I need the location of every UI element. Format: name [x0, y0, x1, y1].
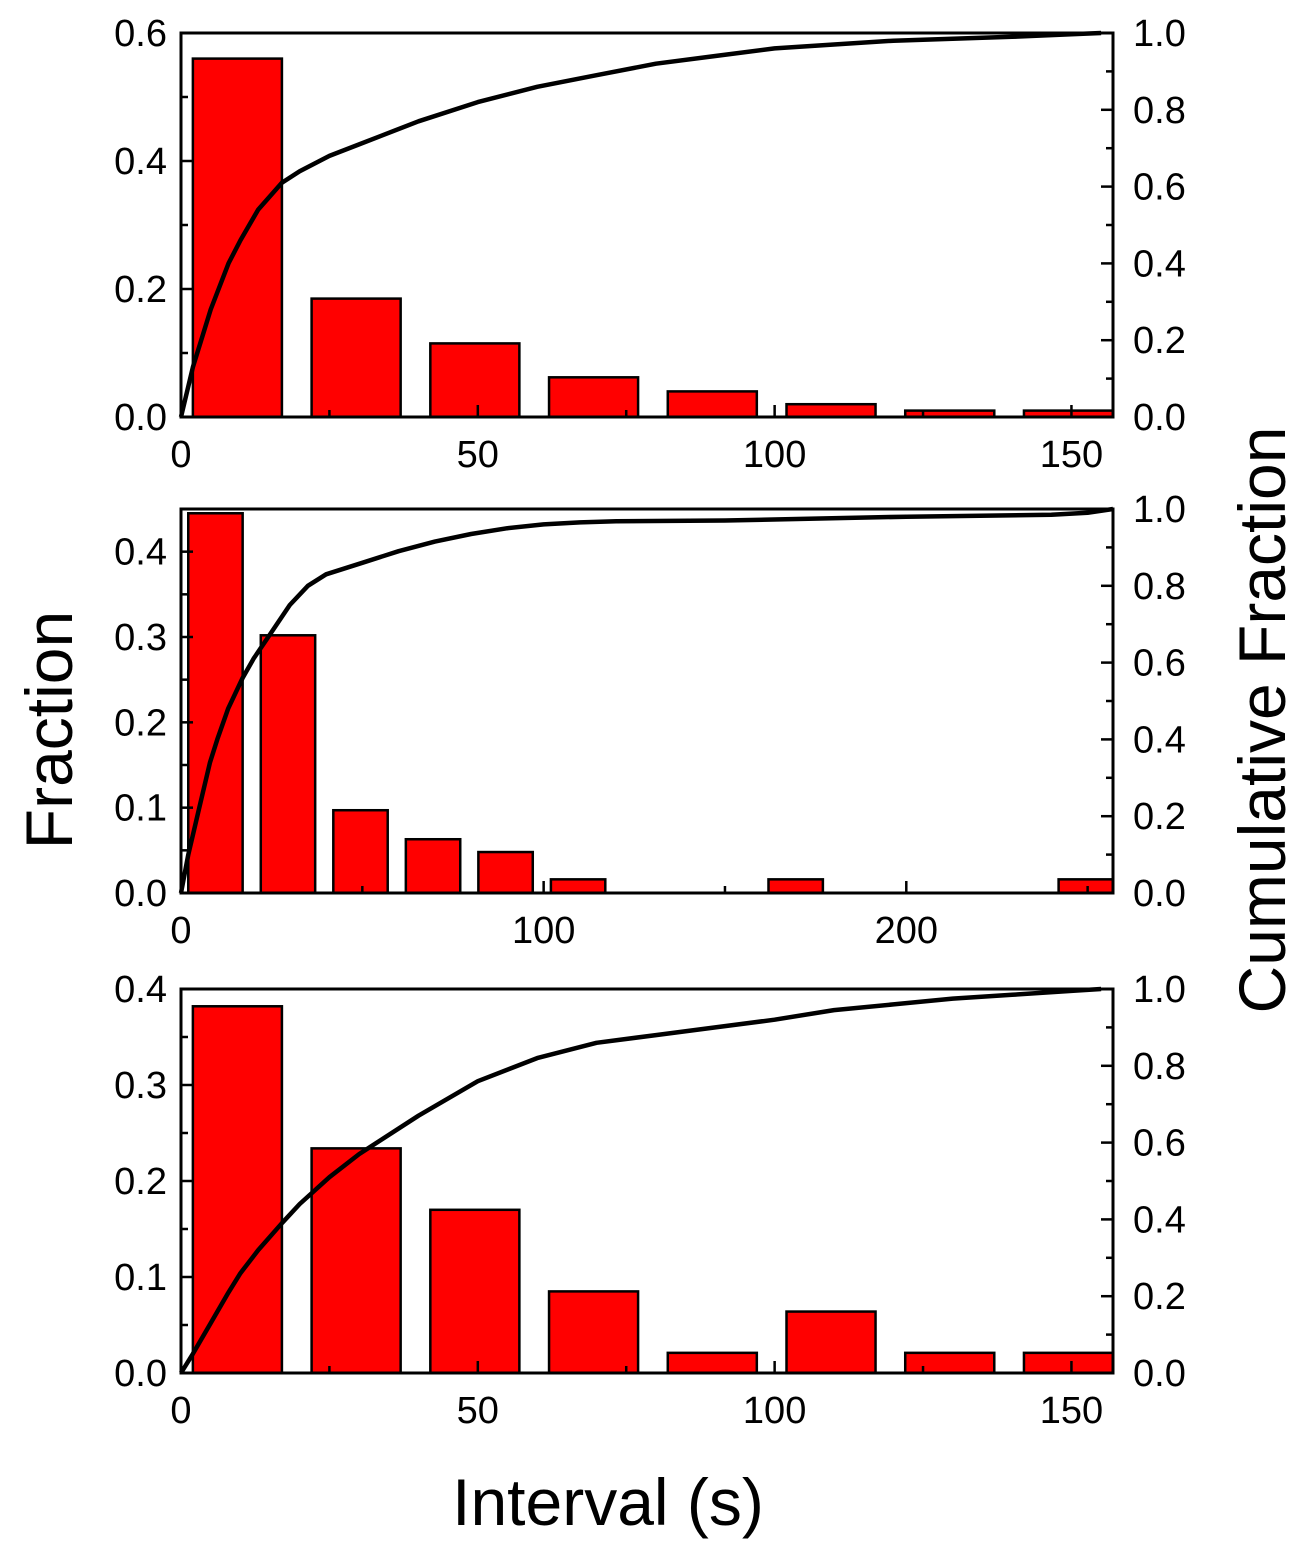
- histogram-bar: [666, 1351, 759, 1375]
- x-tick-label: 100: [743, 1390, 806, 1432]
- y2-tick-label: 1.0: [1133, 13, 1186, 55]
- histogram-bar: [310, 297, 402, 419]
- y2-tick-label: 0.8: [1133, 1046, 1186, 1088]
- histogram-bar: [547, 376, 640, 419]
- histogram-bar: [785, 1310, 877, 1375]
- histogram-bar: [404, 837, 462, 895]
- y-tick-label: 0.1: [114, 1257, 167, 1299]
- x-tick-label: 100: [512, 910, 575, 952]
- y2-axis-title: Cumulative Fraction: [1225, 427, 1299, 1014]
- histogram-bar: [549, 878, 607, 895]
- y2-tick-label: 0.0: [1133, 397, 1186, 439]
- plot-frame: [179, 507, 1115, 895]
- y-tick-label: 0.6: [114, 13, 167, 55]
- cumulative-line: [178, 30, 1102, 418]
- x-tick-label: 0: [170, 1390, 191, 1432]
- histogram-bar: [1057, 878, 1115, 895]
- cumulative-line: [178, 506, 1114, 894]
- histogram-bar: [310, 1147, 402, 1375]
- x-tick-label: 100: [743, 434, 806, 476]
- y2-tick-label: 0.2: [1133, 320, 1186, 362]
- x-tick-label: 50: [457, 434, 499, 476]
- y-tick-label: 0.4: [114, 969, 167, 1011]
- y-tick-label: 0.4: [114, 532, 167, 574]
- chart-panel-2: 0.0 0.1 0.2 0.3 0.4 0.0 0.2 0.4 0.6 0.8 1.0 0 100 200: [114, 489, 1186, 952]
- chart-panels: 0.00.20.40.60.00.20.40.60.81.00 50 100 1500…: [114, 13, 1186, 1432]
- y-tick-label: 0.3: [114, 1065, 167, 1107]
- y-tick-label: 0.3: [114, 617, 167, 659]
- y2-tick-label: 0.8: [1133, 90, 1186, 132]
- chart-panel-1: 0.0 0.2 0.4 0.6 0.0 0.2 0.4 0.6 0.8 1.0 0 50 100 150: [114, 13, 1186, 476]
- y-axis-title: Fraction: [12, 611, 86, 849]
- cumulative-line: [179, 986, 1102, 1375]
- x-tick-label: 0: [170, 434, 191, 476]
- y2-tick-label: 0.0: [1133, 873, 1186, 915]
- y2-tick-label: 0.6: [1133, 1123, 1186, 1165]
- y2-tick-label: 0.6: [1133, 167, 1186, 209]
- y2-tick-label: 0.4: [1133, 1199, 1186, 1241]
- x-tick-label: 150: [1040, 434, 1103, 476]
- y2-tick-label: 1.0: [1133, 489, 1186, 531]
- y2-tick-label: 0.4: [1133, 243, 1186, 285]
- y-tick-label: 0.4: [114, 141, 167, 183]
- x-tick-label: 0: [170, 910, 191, 952]
- histogram-bar: [191, 57, 284, 419]
- histogram-bar: [477, 850, 535, 895]
- x-axis-title: Interval (s): [452, 1465, 764, 1539]
- x-tick-label: 150: [1040, 1390, 1103, 1432]
- histogram-bar: [187, 512, 244, 895]
- y2-tick-label: 0.2: [1133, 796, 1186, 838]
- y2-tick-label: 0.6: [1133, 643, 1186, 685]
- histogram-bar: [767, 878, 825, 895]
- y2-tick-label: 0.8: [1133, 566, 1186, 608]
- y-tick-label: 0.0: [114, 873, 167, 915]
- y-tick-label: 0.1: [114, 788, 167, 830]
- y2-tick-label: 0.4: [1133, 719, 1186, 761]
- y2-tick-label: 0.2: [1133, 1276, 1186, 1318]
- histogram-bar: [332, 808, 389, 895]
- y-tick-label: 0.0: [114, 1353, 167, 1395]
- histogram-bar: [191, 1005, 284, 1375]
- histogram-bar: [903, 1351, 996, 1375]
- y-tick-label: 0.2: [114, 269, 167, 311]
- histogram-bar: [429, 1208, 521, 1375]
- y-tick-label: 0.2: [114, 1161, 167, 1203]
- y2-tick-label: 0.0: [1133, 1353, 1186, 1395]
- histogram-bar: [785, 402, 877, 419]
- histogram-bar: [1022, 1351, 1115, 1375]
- x-tick-label: 50: [457, 1390, 499, 1432]
- histogram-bar: [547, 1290, 640, 1375]
- histogram-bar: [429, 342, 521, 419]
- histogram-bar: [666, 390, 759, 419]
- chart-panel-3: 0.0 0.1 0.2 0.3 0.4 0.0 0.2 0.4 0.6 0.8 1.0 0 50 100 1…: [114, 969, 1186, 1432]
- y-tick-label: 0.2: [114, 702, 167, 744]
- x-tick-label: 200: [875, 910, 938, 952]
- y2-tick-label: 1.0: [1133, 969, 1186, 1011]
- histogram-bar: [259, 634, 317, 895]
- y-tick-label: 0.0: [114, 397, 167, 439]
